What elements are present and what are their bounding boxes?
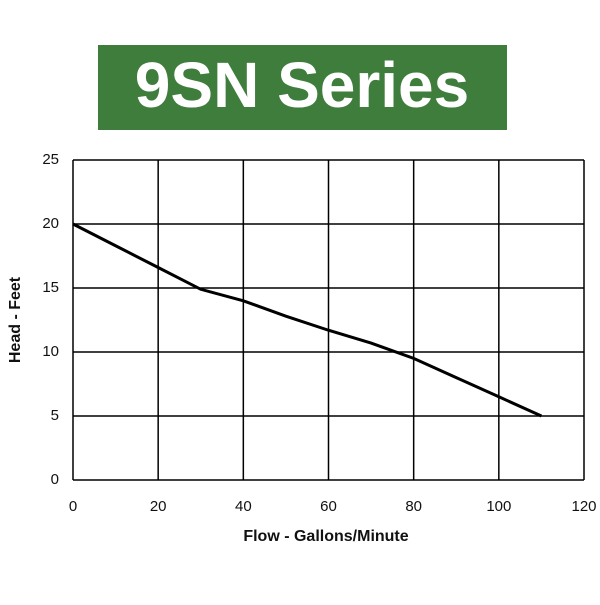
y-tick-label: 15: [42, 279, 59, 296]
x-tick-label: 60: [320, 498, 337, 515]
y-tick-label: 25: [42, 151, 59, 168]
y-axis-label: Head - Feet: [7, 276, 24, 363]
x-axis-label: Flow - Gallons/Minute: [243, 528, 408, 545]
x-tick-label: 100: [486, 498, 511, 515]
y-tick-label: 10: [42, 343, 59, 360]
y-tick-label: 0: [51, 471, 59, 488]
x-tick-label: 40: [235, 498, 252, 515]
x-tick-label: 80: [405, 498, 422, 515]
y-tick-label: 20: [42, 215, 59, 232]
x-tick-label: 20: [150, 498, 167, 515]
x-tick-label: 120: [571, 498, 596, 515]
x-tick-label: 0: [69, 498, 77, 515]
chart-title: 9SN Series: [135, 49, 469, 121]
y-tick-label: 5: [51, 407, 59, 424]
line: [72, 222, 543, 418]
title-box: [98, 45, 507, 130]
